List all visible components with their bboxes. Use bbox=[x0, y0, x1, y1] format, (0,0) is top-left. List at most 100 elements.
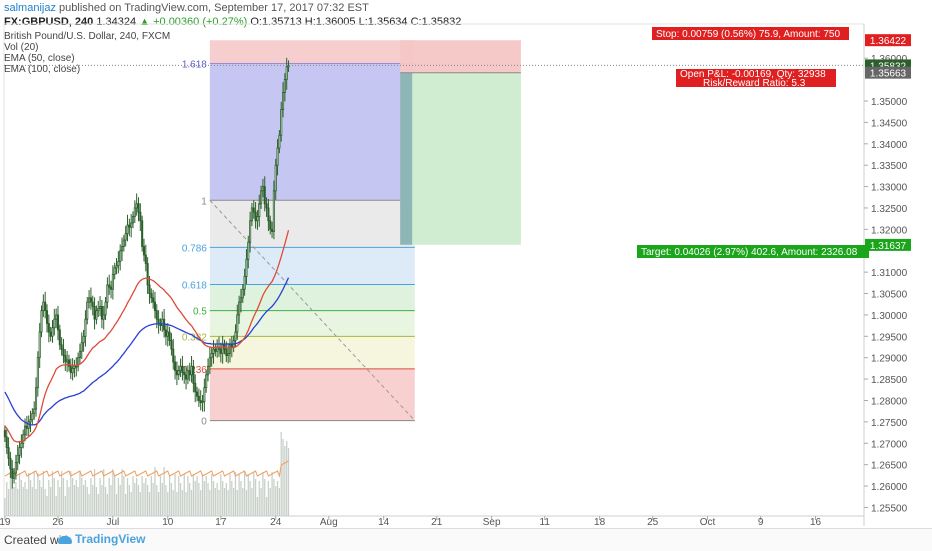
volume-bar bbox=[179, 483, 182, 516]
volume-bar bbox=[223, 488, 226, 516]
candle-body bbox=[214, 348, 217, 352]
candle-body bbox=[168, 331, 171, 341]
volume-bar bbox=[46, 496, 48, 516]
candle-body bbox=[199, 400, 202, 404]
candle-body bbox=[256, 216, 259, 222]
volume-bar bbox=[136, 478, 138, 516]
candle-body bbox=[16, 454, 19, 463]
candle-body bbox=[86, 301, 89, 320]
candle-body bbox=[250, 207, 253, 222]
fib-label: 0.5 bbox=[193, 307, 207, 318]
candle-body bbox=[60, 344, 63, 350]
pnl-label-box bbox=[676, 69, 836, 87]
volume-bar bbox=[229, 474, 231, 516]
candle-body bbox=[133, 207, 136, 217]
volume-bar bbox=[50, 487, 52, 516]
volume-bar bbox=[66, 480, 68, 516]
author-link[interactable]: salmanijaz bbox=[4, 2, 56, 14]
candle-body bbox=[84, 318, 87, 337]
time-tick-label: 11 bbox=[540, 517, 551, 528]
low-value: L:1.35634 bbox=[358, 16, 408, 28]
volume-bar bbox=[222, 481, 224, 516]
time-tick-label: 10 bbox=[162, 517, 174, 528]
price-tick-label: 1.27500 bbox=[871, 418, 908, 429]
fib-zone bbox=[209, 310, 415, 337]
volume-bar bbox=[143, 483, 145, 516]
tradingview-logo[interactable]: TradingView bbox=[58, 532, 145, 546]
symbol-label[interactable]: FX:GBPUSD, 240 bbox=[4, 16, 94, 28]
time-tick-label: 26 bbox=[52, 517, 64, 528]
candle-body bbox=[185, 374, 188, 380]
volume-bar bbox=[75, 480, 77, 516]
volume-bar bbox=[7, 489, 10, 516]
volume-bar bbox=[95, 487, 98, 516]
stop-zone bbox=[400, 40, 521, 73]
candle-body bbox=[115, 265, 118, 269]
candle-body bbox=[225, 348, 228, 356]
candle-body bbox=[25, 425, 28, 429]
volume-bar bbox=[73, 485, 76, 516]
legend-ema50[interactable]: EMA (50, close) bbox=[4, 53, 75, 64]
candle-body bbox=[148, 284, 151, 294]
legend-ema100[interactable]: EMA (100, close) bbox=[4, 64, 81, 75]
candle-body bbox=[56, 314, 60, 331]
candle-body bbox=[278, 134, 281, 149]
volume-bar bbox=[209, 490, 211, 516]
pnl-label: Open P&L: -0.00169, Qty: 32938 bbox=[680, 69, 826, 80]
candle-body bbox=[88, 297, 91, 303]
volume-bar bbox=[18, 473, 21, 516]
volume-bar bbox=[256, 497, 259, 516]
volume-bar bbox=[106, 494, 109, 516]
fib-label: 0.618 bbox=[182, 281, 207, 292]
volume-bar bbox=[150, 476, 152, 516]
candle-body bbox=[150, 293, 153, 299]
candle-body bbox=[55, 314, 58, 320]
legend-title[interactable]: British Pound/U.S. Dollar, 240, FXCM bbox=[4, 31, 171, 42]
time-tick-label: 25 bbox=[647, 517, 659, 528]
candle-body bbox=[108, 284, 111, 288]
candle-body bbox=[106, 284, 109, 303]
candle-body bbox=[130, 222, 133, 228]
brand-text: TradingView bbox=[75, 532, 146, 546]
volume-bar bbox=[11, 480, 13, 516]
volume-bar bbox=[172, 490, 174, 516]
candle-body bbox=[227, 353, 230, 356]
candle-body bbox=[122, 239, 125, 247]
volume-bar bbox=[97, 494, 99, 516]
price-tick-label: 1.35663 bbox=[870, 69, 907, 80]
candle-body bbox=[269, 220, 272, 230]
volume-bar bbox=[132, 476, 134, 516]
candle-body bbox=[36, 357, 39, 389]
volume-bar bbox=[117, 478, 120, 516]
high-value: H:1.36005 bbox=[304, 16, 356, 28]
candle-body bbox=[254, 211, 257, 222]
candle-body bbox=[287, 65, 290, 68]
time-tick-label: Jul bbox=[106, 517, 119, 528]
candle-body bbox=[170, 340, 173, 350]
volume-bar bbox=[130, 492, 132, 516]
candle-body bbox=[120, 246, 124, 252]
publish-text: published on TradingView.com, September … bbox=[59, 2, 369, 14]
fib-label: 0 bbox=[201, 417, 207, 428]
candle-body bbox=[29, 419, 32, 423]
volume-bar bbox=[280, 432, 282, 516]
price-tick-label: 1.32000 bbox=[871, 225, 908, 236]
volume-bar bbox=[110, 485, 112, 516]
volume-bar bbox=[60, 471, 63, 516]
legend-vol[interactable]: Vol (20) bbox=[4, 42, 39, 53]
candle-body bbox=[194, 382, 197, 393]
volume-bar bbox=[152, 483, 154, 516]
candle-body bbox=[142, 246, 146, 256]
price-axis: 1.364221.360001.358321.356631.350001.345… bbox=[864, 34, 911, 514]
volume-bar bbox=[227, 490, 229, 516]
price-tick-label: 1.30500 bbox=[871, 290, 908, 301]
candle-body bbox=[22, 434, 25, 444]
volume-bar bbox=[220, 474, 222, 516]
volume-bar bbox=[284, 446, 286, 516]
price-tick-label: 1.35000 bbox=[871, 97, 908, 108]
candle-body bbox=[75, 365, 78, 368]
candle-body bbox=[137, 203, 140, 213]
price-tick-label: 1.34500 bbox=[871, 118, 908, 129]
candle-body bbox=[260, 190, 263, 205]
